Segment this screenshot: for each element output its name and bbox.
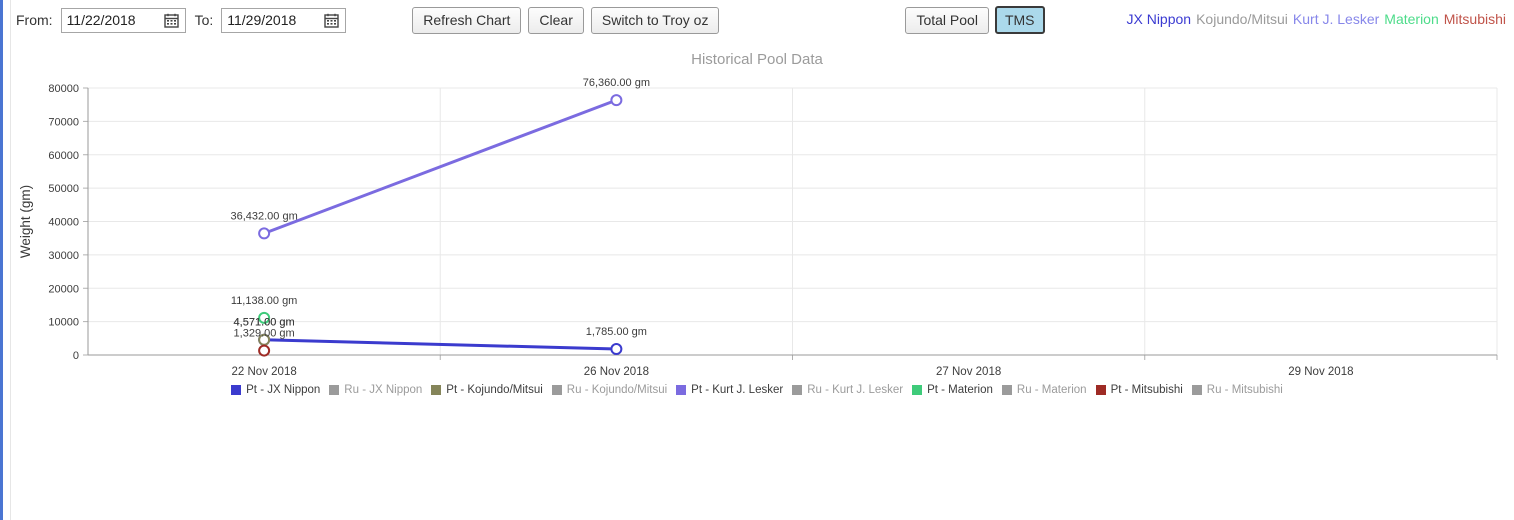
legend-swatch <box>912 385 923 395</box>
data-point-label: 1,329.00 gm <box>234 328 295 340</box>
x-axis-label: 26 Nov 2018 <box>584 366 649 378</box>
chart-title: Historical Pool Data <box>691 51 823 68</box>
legend-item[interactable]: Ru - Mitsubishi <box>1191 384 1283 396</box>
to-calendar-button[interactable] <box>323 12 340 29</box>
legend-label: Pt - Kojundo/Mitsui <box>446 384 543 396</box>
legend-label: Ru - Mitsubishi <box>1206 384 1283 396</box>
from-date-input[interactable] <box>66 12 159 28</box>
data-point-label: 76,360.00 gm <box>583 77 650 89</box>
x-axis-label: 22 Nov 2018 <box>232 366 297 378</box>
data-point-marker[interactable] <box>258 311 271 324</box>
legend-label: Ru - Materion <box>1016 384 1087 396</box>
legend-label: Ru - Kojundo/Mitsui <box>566 384 668 396</box>
y-axis-tick-label: 50000 <box>48 183 79 195</box>
from-label: From: <box>16 12 53 28</box>
company-label: Kurt J. Lesker <box>1292 11 1380 27</box>
data-point-label: 4,571.00 gm <box>234 317 295 329</box>
legend-item[interactable]: Ru - Kurt J. Lesker <box>792 384 903 396</box>
legend-swatch <box>1001 385 1012 395</box>
legend-swatch <box>551 385 562 395</box>
series-line <box>262 338 618 351</box>
data-point-label: 11,138.00 gm <box>231 295 297 307</box>
to-label: To: <box>194 12 214 28</box>
y-axis-tick-label: 20000 <box>48 283 79 295</box>
legend-item[interactable]: Ru - Kojundo/Mitsui <box>551 384 668 396</box>
y-axis-tick-label: 30000 <box>48 250 79 262</box>
legend-label: Ru - Kurt J. Lesker <box>807 384 904 396</box>
legend-label: Pt - Mitsubishi <box>1110 384 1183 396</box>
y-axis-tick-label: 10000 <box>48 317 79 329</box>
legend-swatch <box>792 385 803 395</box>
legend-swatch <box>1095 385 1106 395</box>
switch-to-troy-oz-button[interactable]: Switch to Troy oz <box>590 6 720 34</box>
company-label: Mitsubishi <box>1443 11 1506 27</box>
data-point-marker[interactable] <box>610 94 623 107</box>
data-point-marker[interactable] <box>258 227 271 240</box>
company-label: Materion <box>1384 11 1439 27</box>
legend-label: Ru - JX Nippon <box>344 384 423 396</box>
legend-item[interactable]: Pt - Materion <box>912 384 993 396</box>
legend-swatch <box>431 385 442 395</box>
company-label: Kojundo/Mitsui <box>1196 11 1288 27</box>
legend-item[interactable]: Pt - Mitsubishi <box>1095 384 1183 396</box>
company-color-key: JX Nippon Kojundo/Mitsui Kurt J. Lesker Mat… <box>1121 11 1506 27</box>
legend-swatch <box>231 385 242 395</box>
data-point-marker[interactable] <box>258 344 271 357</box>
y-axis-tick-label: 80000 <box>48 83 79 95</box>
from-calendar-button[interactable] <box>163 12 180 29</box>
x-axis-label: 29 Nov 2018 <box>1288 366 1353 378</box>
legend-item[interactable]: Pt - JX Nippon <box>231 384 320 396</box>
legend-swatch <box>329 385 340 395</box>
legend-label: Pt - JX Nippon <box>246 384 321 396</box>
series-line <box>262 98 618 235</box>
legend-label: Pt - Materion <box>927 384 993 396</box>
left-divider <box>10 0 11 520</box>
data-point-label: 4,571.00 gm <box>234 317 295 329</box>
total-pool-button[interactable]: Total Pool <box>905 6 989 34</box>
legend-item[interactable]: Pt - Kojundo/Mitsui <box>431 384 543 396</box>
to-date-field <box>221 7 347 33</box>
data-point-label: 1,785.00 gm <box>586 326 647 338</box>
data-point-marker[interactable] <box>610 343 623 356</box>
y-axis-tick-label: 60000 <box>48 150 79 162</box>
legend-item[interactable]: Ru - JX Nippon <box>329 384 422 396</box>
left-accent-bar <box>0 0 3 520</box>
legend-item[interactable]: Pt - Kurt J. Lesker <box>676 384 783 396</box>
legend-swatch <box>676 385 687 395</box>
legend-label: Pt - Kurt J. Lesker <box>691 384 784 396</box>
calendar-icon <box>324 13 339 28</box>
y-axis-title: Weight (gm) <box>18 185 33 258</box>
x-axis-label: 27 Nov 2018 <box>936 366 1001 378</box>
y-axis-tick-label: 40000 <box>48 217 79 229</box>
to-date-input[interactable] <box>227 12 320 28</box>
legend-swatch <box>1191 385 1202 395</box>
clear-button[interactable]: Clear <box>528 6 584 34</box>
company-label: JX Nippon <box>1126 11 1192 27</box>
chart-legend: Pt - JX Nippon Ru - JX Nippon Pt - Kojundo… <box>0 384 1514 396</box>
tms-button[interactable]: TMS <box>994 6 1045 34</box>
toolbar: From: To: <box>16 6 1045 34</box>
y-axis-tick-label: 0 <box>73 350 79 362</box>
data-point-label: 36,432.00 gm <box>230 210 297 222</box>
legend-item[interactable]: Ru - Materion <box>1001 384 1087 396</box>
calendar-icon <box>163 13 179 28</box>
refresh-chart-button[interactable]: Refresh Chart <box>412 6 522 34</box>
from-date-field <box>60 7 186 33</box>
y-axis-tick-label: 70000 <box>48 116 79 128</box>
